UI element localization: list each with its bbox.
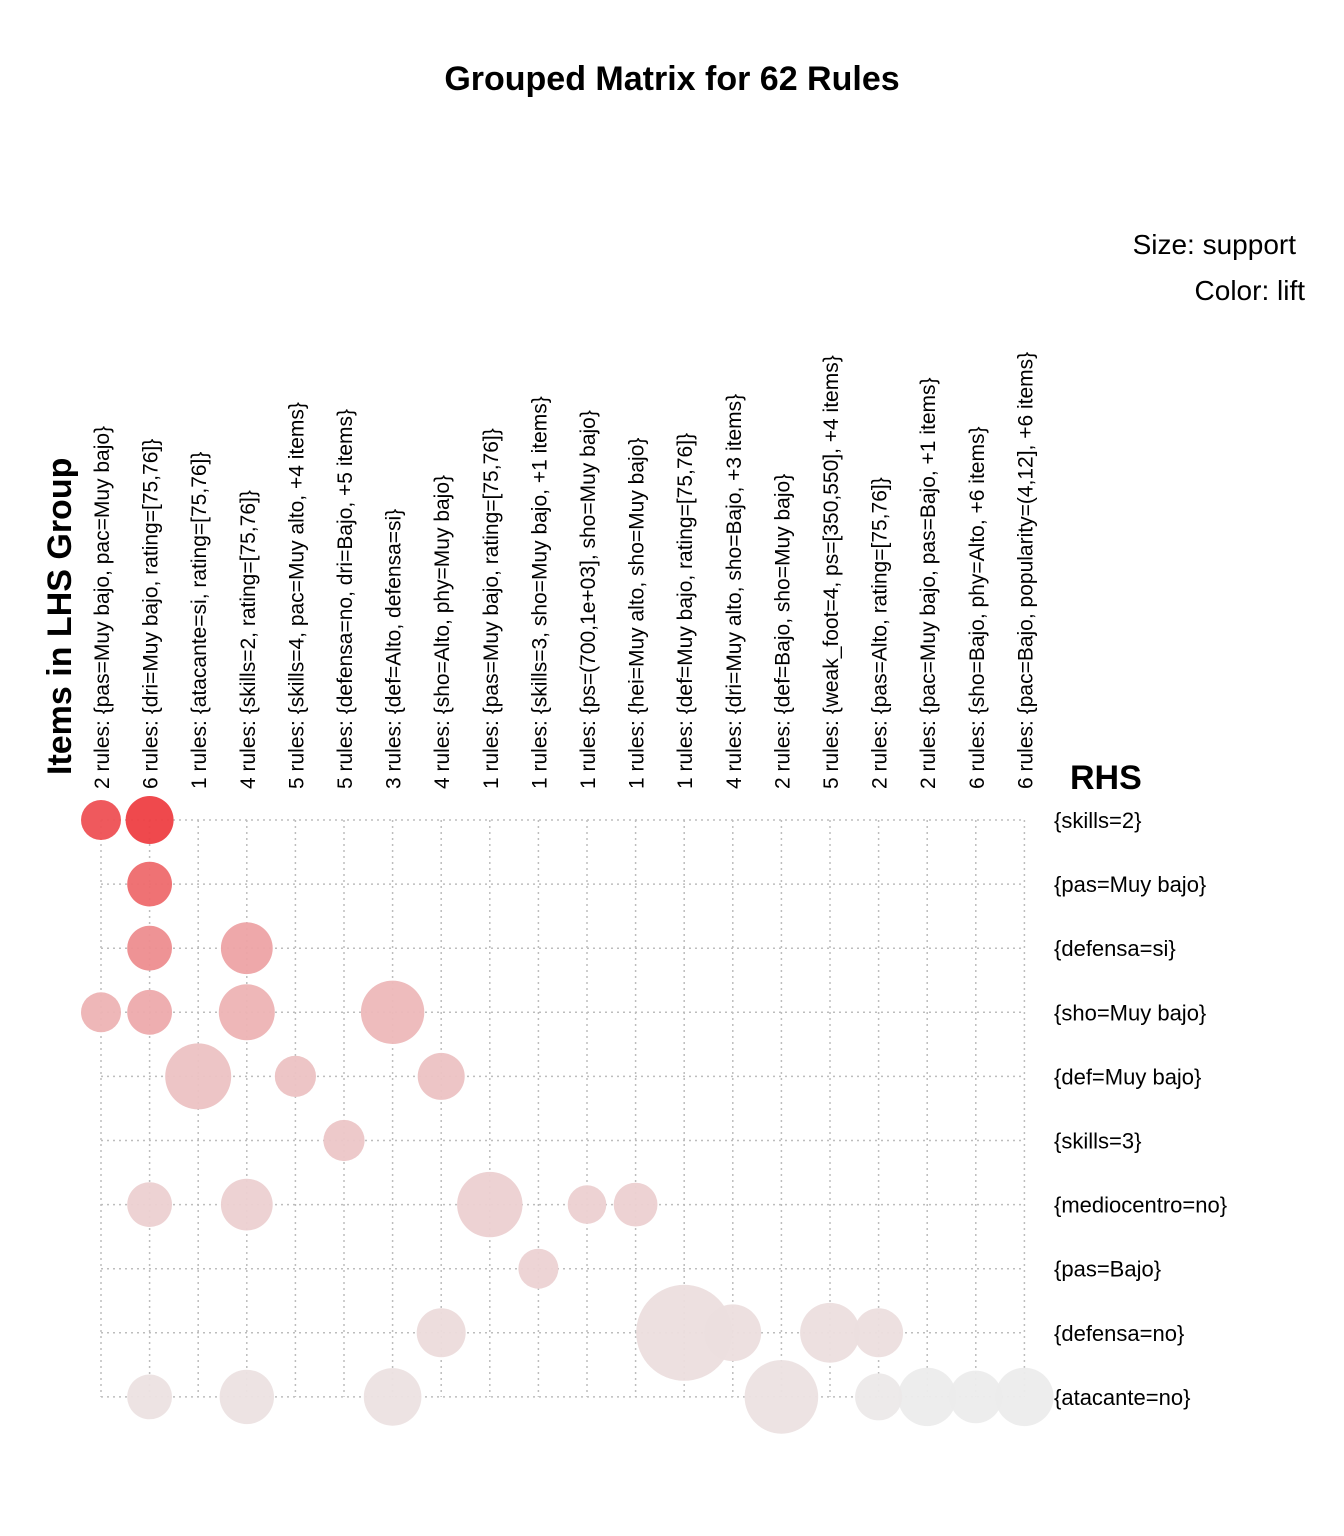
legend-size: Size: support — [1133, 229, 1297, 260]
chart-title: Grouped Matrix for 62 Rules — [444, 60, 899, 98]
balloon-point — [323, 1119, 365, 1162]
lhs-group-label: 2 rules: {def=Bajo, sho=Muy bajo} — [771, 474, 794, 789]
balloon-point — [360, 980, 425, 1044]
balloon-point — [363, 1368, 422, 1426]
legend-color: Color: lift — [1195, 275, 1306, 306]
balloon-point — [457, 1171, 523, 1238]
balloon-point — [567, 1185, 607, 1224]
rhs-item-label: {pas=Muy bajo} — [1054, 872, 1206, 897]
balloon-point — [898, 1367, 957, 1427]
lhs-group-label: 1 rules: {hei=Muy alto, sho=Muy bajo} — [626, 438, 649, 789]
lhs-group-label: 3 rules: {def=Alto, defensa=si} — [383, 509, 406, 789]
lhs-group-label: 2 rules: {pas=Muy bajo, pac=Muy bajo} — [91, 426, 114, 789]
lhs-group-label: 2 rules: {pac=Muy bajo, pas=Bajo, +1 ite… — [917, 378, 940, 790]
balloon-point — [636, 1284, 733, 1381]
balloon-point — [127, 861, 172, 907]
balloon-point — [127, 1182, 172, 1227]
lhs-group-label: 1 rules: {ps=(700,1e+03], sho=Muy bajo} — [577, 410, 600, 789]
rhs-item-label: {skills=2} — [1054, 808, 1141, 833]
balloon-point — [127, 989, 172, 1035]
lhs-axis-title: Items in LHS Group — [41, 458, 79, 775]
balloon-point — [518, 1248, 559, 1289]
balloon-point — [613, 1182, 658, 1227]
rhs-axis-title: RHS — [1070, 759, 1142, 797]
lhs-group-label: 4 rules: {dri=Muy alto, sho=Bajo, +3 ite… — [723, 394, 746, 789]
lhs-group-label: 5 rules: {weak_foot=4, ps=[350,550], +4 … — [820, 355, 843, 789]
lhs-group-label: 4 rules: {skills=2, rating=[75,76]} — [237, 490, 260, 789]
rhs-item-labels: {skills=2} {pas=Muy bajo} {defensa=si} {sho… — [1054, 808, 1227, 1410]
balloon-point — [218, 984, 275, 1041]
balloon-point — [855, 1373, 903, 1421]
balloon-point — [949, 1370, 1003, 1424]
balloon-point — [127, 1374, 172, 1420]
lhs-group-label: 6 rules: {dri=Muy bajo, rating=[75,76]} — [140, 439, 163, 789]
balloons — [81, 796, 1054, 1434]
lhs-group-label: 1 rules: {skills=3, sho=Muy bajo, +1 ite… — [528, 396, 551, 789]
rhs-item-label: {defensa=si} — [1054, 936, 1176, 961]
balloon-point — [81, 992, 121, 1033]
rhs-item-label: {sho=Muy bajo} — [1054, 1000, 1206, 1025]
lhs-group-label: 6 rules: {sho=Bajo, phy=Alto, +6 items} — [966, 427, 989, 789]
balloon-point — [165, 1043, 232, 1110]
rhs-item-label: {defensa=no} — [1054, 1321, 1184, 1346]
rhs-item-label: {def=Muy bajo} — [1054, 1064, 1201, 1089]
balloon-point — [416, 1308, 466, 1358]
balloon-point — [744, 1360, 819, 1434]
lhs-group-label: 1 rules: {atacante=si, rating=[75,76]} — [188, 452, 211, 789]
balloon-point — [800, 1302, 860, 1363]
lhs-group-labels: 2 rules: {pas=Muy bajo, pac=Muy bajo} 6 r… — [91, 352, 1037, 789]
rhs-item-label: {skills=3} — [1054, 1129, 1141, 1154]
balloon-point — [81, 800, 121, 840]
lhs-group-label: 1 rules: {pas=Muy bajo, rating=[75,76]} — [480, 428, 503, 789]
lhs-group-label: 4 rules: {sho=Alto, phy=Muy bajo} — [431, 475, 454, 789]
balloon-point — [219, 1369, 274, 1425]
balloon-point — [220, 922, 273, 975]
balloon-point — [704, 1304, 762, 1362]
lhs-group-label: 5 rules: {skills=4, pac=Muy alto, +4 ite… — [285, 402, 308, 789]
balloon-point — [995, 1367, 1054, 1427]
grid — [100, 819, 1026, 1398]
balloon-point — [127, 925, 172, 971]
rhs-item-label: {pas=Bajo} — [1054, 1257, 1161, 1282]
lhs-group-label: 2 rules: {pas=Alto, rating=[75,76]} — [869, 477, 892, 789]
balloon-point — [854, 1308, 904, 1358]
balloon-point — [125, 796, 174, 844]
rhs-item-label: {mediocentro=no} — [1054, 1193, 1227, 1218]
rhs-item-label: {atacante=no} — [1054, 1385, 1190, 1410]
balloon-point — [417, 1052, 465, 1100]
lhs-group-label: 1 rules: {def=Muy bajo, rating=[75,76]} — [674, 433, 697, 789]
lhs-group-label: 6 rules: {pac=Bajo, popularity=(4,12], +… — [1014, 352, 1037, 789]
balloon-point — [220, 1178, 273, 1231]
balloon-point — [274, 1055, 316, 1097]
lhs-group-label: 5 rules: {defensa=no, dri=Bajo, +5 items… — [334, 409, 357, 789]
